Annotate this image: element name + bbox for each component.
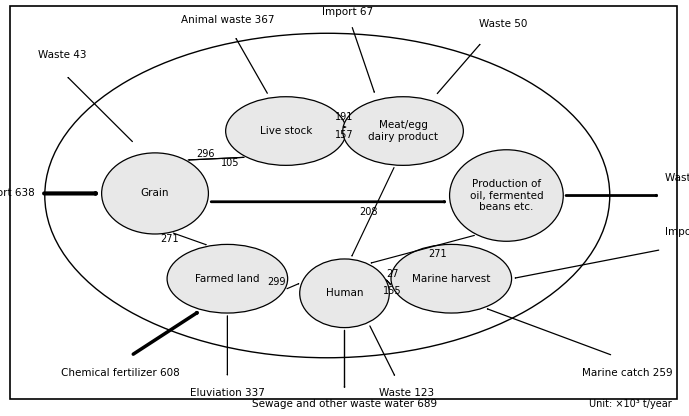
Ellipse shape (167, 244, 288, 313)
Text: Marine catch 259: Marine catch 259 (582, 368, 672, 378)
Text: Waste 50: Waste 50 (479, 19, 527, 29)
Ellipse shape (343, 97, 463, 165)
Text: Chemical fertilizer 608: Chemical fertilizer 608 (61, 368, 180, 378)
Ellipse shape (102, 153, 208, 234)
Text: 155: 155 (382, 286, 401, 296)
Text: 191: 191 (336, 111, 353, 121)
Text: 105: 105 (220, 158, 239, 168)
Text: Import 124: Import 124 (665, 227, 689, 237)
Text: Waste 43: Waste 43 (38, 50, 86, 60)
Ellipse shape (45, 33, 610, 358)
Text: 271: 271 (161, 234, 179, 244)
Ellipse shape (300, 259, 389, 328)
Text: Waste 123: Waste 123 (379, 388, 434, 398)
Text: Unit: ×10³ t/year: Unit: ×10³ t/year (589, 399, 672, 409)
Text: 27: 27 (386, 269, 398, 279)
Text: Import 638: Import 638 (0, 188, 34, 198)
Text: Marine harvest: Marine harvest (412, 274, 491, 284)
Text: 271: 271 (428, 249, 447, 259)
Text: Live stock: Live stock (260, 126, 312, 136)
Text: Animal waste 367: Animal waste 367 (181, 15, 274, 25)
Text: 299: 299 (267, 277, 285, 287)
Text: Import 67: Import 67 (322, 7, 373, 17)
Ellipse shape (226, 97, 346, 165)
Text: Farmed land: Farmed land (195, 274, 260, 284)
Ellipse shape (449, 150, 563, 241)
Text: 208: 208 (360, 207, 378, 217)
Text: Grain: Grain (141, 188, 169, 198)
Text: Waste 87: Waste 87 (665, 173, 689, 183)
Ellipse shape (391, 244, 511, 313)
Text: Sewage and other waste water 689: Sewage and other waste water 689 (252, 399, 437, 409)
Text: 157: 157 (335, 130, 354, 140)
Text: 296: 296 (196, 149, 215, 159)
Text: Eluviation 337: Eluviation 337 (190, 388, 265, 398)
Text: Human: Human (326, 288, 363, 298)
Text: Production of
oil, fermented
beans etc.: Production of oil, fermented beans etc. (470, 179, 543, 212)
Text: Meat/egg
dairy product: Meat/egg dairy product (368, 120, 438, 142)
